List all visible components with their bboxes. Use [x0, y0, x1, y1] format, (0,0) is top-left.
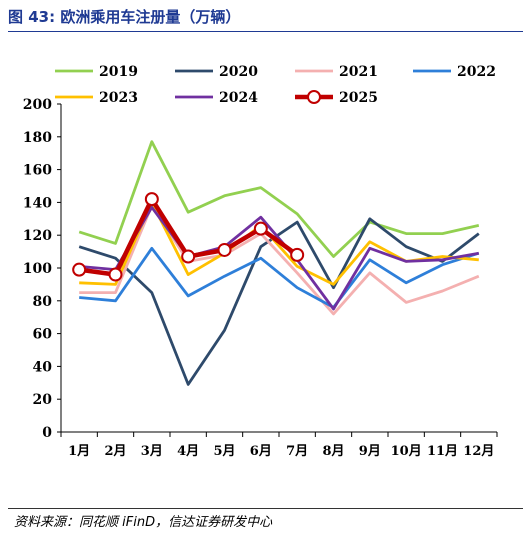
series-2025: [72, 192, 305, 282]
series-2024: [79, 205, 480, 311]
legend-item-2022: 2022: [413, 64, 496, 80]
x-tick-label: 12月: [463, 444, 494, 459]
chart-title: 图 43: 欧洲乘用车注册量（万辆）: [8, 8, 241, 26]
y-tick-label: 140: [23, 195, 52, 211]
y-tick-label: 0: [42, 425, 52, 441]
data-point: [108, 267, 123, 282]
x-tick-label: 9月: [359, 444, 381, 459]
data-point: [253, 221, 268, 236]
x-tick-label: 2月: [104, 444, 126, 459]
legend-label: 2024: [219, 90, 258, 106]
legend-item-2024: 2024: [175, 90, 258, 106]
y-tick-label: 40: [33, 359, 53, 375]
series-line-2024: [79, 205, 480, 311]
legend-label: 2019: [99, 64, 138, 80]
x-tick-label: 10月: [391, 444, 422, 459]
x-tick-label: 11月: [427, 444, 458, 459]
y-tick-label: 20: [33, 392, 53, 408]
legend-label: 2025: [339, 90, 378, 106]
legend-marker: [307, 90, 321, 104]
series-line-2020: [78, 217, 480, 386]
x-tick-label: 1月: [68, 444, 90, 459]
title-divider: [8, 31, 523, 32]
legend-item-2023: 2023: [55, 90, 138, 106]
legend-item-2025: 2025: [295, 90, 378, 106]
legend-item-2019: 2019: [55, 64, 138, 80]
x-tick-label: 4月: [177, 444, 199, 459]
x-tick-label: 6月: [250, 444, 272, 459]
legend-label: 2022: [457, 64, 496, 80]
data-point: [181, 249, 196, 264]
series-2019: [78, 140, 480, 258]
y-tick-label: 120: [23, 228, 52, 244]
series-lines: [72, 140, 480, 386]
legend-item-2021: 2021: [295, 64, 378, 80]
legend-item-2020: 2020: [175, 64, 258, 80]
legend-label: 2021: [339, 64, 378, 80]
y-tick-label: 60: [33, 327, 53, 343]
data-point: [290, 247, 305, 262]
series-2020: [78, 217, 480, 386]
data-point: [144, 192, 159, 207]
y-tick-label: 80: [33, 294, 53, 310]
source-divider: [8, 508, 523, 509]
data-point: [217, 242, 232, 257]
series-line-2022: [79, 246, 480, 309]
x-tick-label: 5月: [213, 444, 235, 459]
line-chart: 2019 2020 2021 2022 2023 2024 2025 0 20 40 60 80 10…: [23, 64, 498, 459]
x-tick-label: 3月: [141, 444, 163, 459]
series-line-2019: [78, 140, 480, 258]
y-tick-label: 200: [23, 97, 52, 113]
legend-label: 2020: [219, 64, 258, 80]
x-tick-label: 7月: [286, 444, 308, 459]
y-tick-label: 160: [23, 163, 52, 179]
x-tick-label: 8月: [322, 444, 344, 459]
y-tick-label: 180: [23, 130, 52, 146]
legend: 2019 2020 2021 2022 2023 2024 2025: [55, 64, 496, 106]
data-point: [72, 262, 87, 277]
y-tick-label: 100: [23, 261, 52, 277]
series-2022: [79, 246, 480, 309]
legend-label: 2023: [99, 90, 138, 106]
source-note: 资料来源：同花顺 iFinD，信达证券研发中心: [14, 515, 273, 530]
axes: 0 20 40 60 80 100 120 140 160 180 200 1月 2月 3月 4月 5月 6月 7…: [23, 97, 498, 459]
